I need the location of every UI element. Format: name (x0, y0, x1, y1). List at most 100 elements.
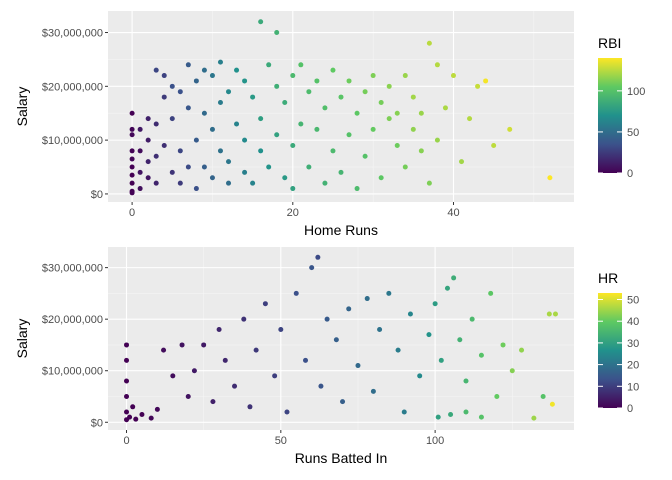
data-point (137, 169, 143, 175)
data-point (193, 186, 199, 192)
data-point (274, 132, 280, 138)
data-point (124, 342, 130, 348)
data-point (232, 383, 238, 389)
x-axis-title: Runs Batted In (295, 450, 388, 466)
data-point (457, 337, 463, 343)
data-point (179, 342, 185, 348)
data-point (234, 121, 240, 127)
data-point (177, 89, 183, 95)
data-point (434, 137, 440, 143)
data-point (274, 30, 280, 36)
data-point (364, 296, 370, 302)
legend-tick-label: 30 (627, 338, 639, 350)
data-point (222, 357, 228, 363)
data-point (315, 254, 321, 260)
data-point (177, 148, 183, 154)
data-point (494, 393, 500, 399)
data-point (129, 148, 135, 154)
data-point (434, 62, 440, 68)
data-point (153, 153, 159, 159)
data-point (426, 332, 432, 338)
data-point (130, 404, 136, 410)
data-point (418, 110, 424, 116)
data-point (386, 290, 392, 296)
data-point (226, 89, 232, 95)
data-point (314, 126, 320, 132)
data-point (129, 164, 135, 170)
data-point (124, 393, 130, 399)
data-point (169, 116, 175, 122)
data-point (217, 99, 223, 105)
data-point (402, 73, 408, 79)
data-point (298, 62, 304, 68)
legend-tick-label: 10 (627, 381, 639, 393)
data-point (226, 180, 232, 186)
data-point (410, 94, 416, 100)
data-point (314, 78, 320, 84)
data-point (483, 78, 489, 84)
data-point (169, 169, 175, 175)
data-point (395, 347, 401, 353)
data-point (500, 342, 506, 348)
legend-colorbar (598, 293, 622, 408)
data-point (378, 175, 384, 181)
data-point (410, 126, 416, 132)
data-point (282, 99, 288, 105)
data-point (201, 164, 207, 170)
data-point (127, 414, 133, 420)
data-point (459, 159, 465, 165)
data-point (540, 393, 546, 399)
data-point (306, 89, 312, 95)
data-point (124, 357, 130, 363)
data-point (258, 19, 264, 25)
data-point (193, 137, 199, 143)
x-tick-label: 0 (123, 435, 129, 447)
legend-tick-label: 50 (627, 127, 639, 139)
data-point (137, 148, 143, 154)
legend-title: HR (598, 270, 618, 286)
legend-tick-label: 100 (627, 86, 645, 98)
data-point (145, 137, 151, 143)
data-point (338, 94, 344, 100)
data-point (262, 301, 268, 307)
data-point (242, 169, 248, 175)
data-point (507, 126, 513, 132)
data-point (531, 415, 537, 421)
data-point (478, 414, 484, 420)
data-point (253, 347, 259, 353)
data-point (509, 368, 515, 374)
data-point (250, 180, 256, 186)
data-point (169, 83, 175, 89)
data-point (137, 126, 143, 132)
data-point (201, 342, 207, 348)
data-point (266, 164, 272, 170)
data-point (185, 393, 191, 399)
data-point (478, 352, 484, 358)
x-axis-title: Home Runs (304, 222, 378, 238)
data-point (448, 412, 454, 418)
data-point (324, 316, 330, 322)
y-tick-label: $0 (91, 189, 103, 201)
data-point (417, 373, 423, 379)
data-point (370, 73, 376, 79)
data-point (463, 409, 469, 415)
data-point (293, 290, 299, 296)
data-point (154, 406, 160, 412)
data-point (201, 110, 207, 116)
x-tick-label: 40 (447, 207, 459, 219)
data-point (306, 164, 312, 170)
x-tick-label: 0 (129, 207, 135, 219)
data-point (290, 143, 296, 149)
legend-tick-label: 40 (627, 316, 639, 328)
y-tick-label: $30,000,000 (42, 263, 103, 275)
data-point (322, 180, 328, 186)
data-point (426, 40, 432, 46)
data-point (284, 409, 290, 415)
data-point (129, 180, 135, 186)
data-point (266, 62, 272, 68)
data-point (234, 67, 240, 73)
data-point (370, 388, 376, 394)
data-point (217, 148, 223, 154)
data-point (370, 126, 376, 132)
data-point (394, 110, 400, 116)
